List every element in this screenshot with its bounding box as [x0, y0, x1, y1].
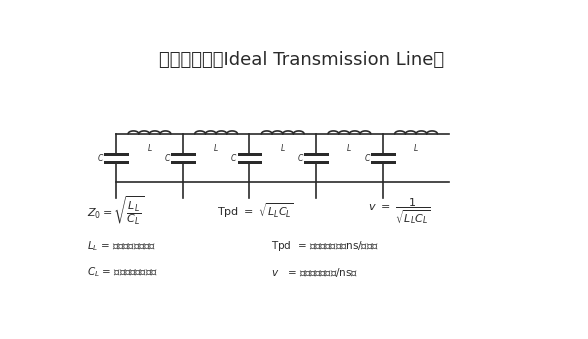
Text: $v\ =\ \dfrac{1}{\sqrt{L_L C_L}}$: $v\ =\ \dfrac{1}{\sqrt{L_L C_L}}$ [368, 196, 430, 226]
Text: L: L [214, 144, 218, 153]
Text: $\mathrm{Tpd}\ =\ \sqrt{L_L C_L}$: $\mathrm{Tpd}\ =\ \sqrt{L_L C_L}$ [217, 201, 293, 220]
Text: L: L [348, 144, 352, 153]
Text: L: L [280, 144, 285, 153]
Text: $\mathrm{Tpd}$  = 单位长度延迟（ns/长度）: $\mathrm{Tpd}$ = 单位长度延迟（ns/长度） [271, 239, 379, 253]
Text: C: C [364, 154, 369, 163]
Text: C: C [298, 154, 303, 163]
Text: C: C [164, 154, 169, 163]
Text: $C_L$ = 单位长度上的电容: $C_L$ = 单位长度上的电容 [88, 265, 158, 279]
Text: $v$   = 传输速度（长度/ns）: $v$ = 传输速度（长度/ns） [271, 266, 359, 279]
Text: $L_L$ = 单位长度上的电感: $L_L$ = 单位长度上的电感 [88, 239, 156, 253]
Text: $Z_0 = \sqrt{\dfrac{L_L}{C_L}}$: $Z_0 = \sqrt{\dfrac{L_L}{C_L}}$ [88, 195, 145, 227]
Text: C: C [231, 154, 236, 163]
Text: C: C [98, 154, 103, 163]
Text: 理想传输线（Ideal Transmission Line）: 理想传输线（Ideal Transmission Line） [159, 52, 444, 69]
Text: L: L [148, 144, 152, 153]
Text: L: L [414, 144, 418, 153]
